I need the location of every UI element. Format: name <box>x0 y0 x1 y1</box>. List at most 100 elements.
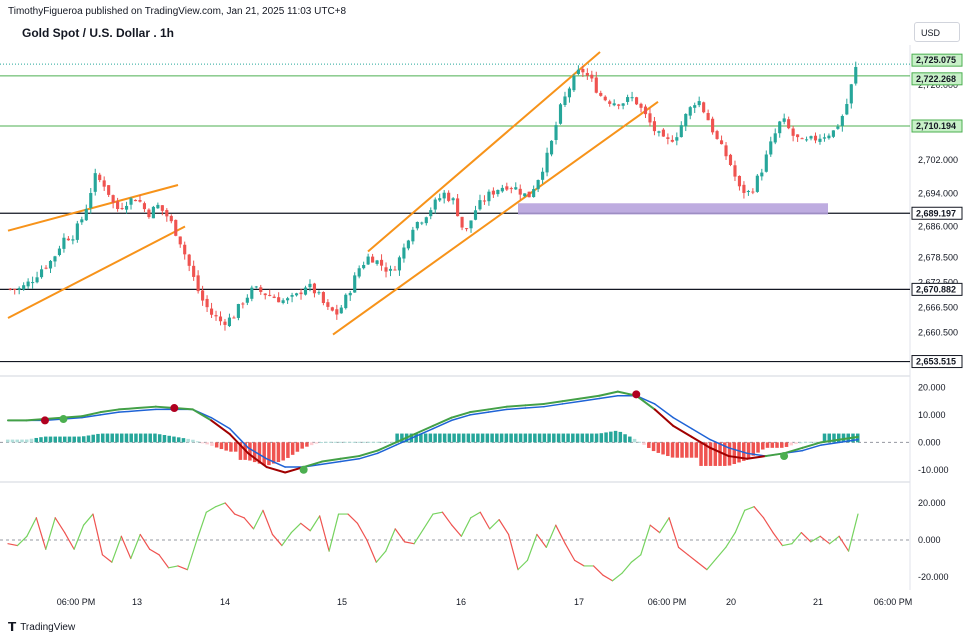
histogram-bar <box>134 433 138 443</box>
histogram-bar <box>229 442 233 452</box>
candle-body <box>473 210 478 220</box>
macd-pane[interactable] <box>0 390 910 474</box>
histogram-bar <box>243 442 247 460</box>
price-tick-label: 2,672.500 <box>918 278 958 288</box>
macd-line <box>413 424 434 436</box>
candle-body <box>178 236 182 245</box>
histogram-bar <box>43 436 48 443</box>
candle-body <box>223 321 227 325</box>
histogram-bar <box>585 433 589 443</box>
time-axis: 06:00 PM 13 14 15 16 17 06:00 PM 20 21 06:00 PM <box>57 597 913 607</box>
candle-body <box>411 229 415 242</box>
signal-line <box>506 407 527 411</box>
candle-body <box>532 189 536 198</box>
histogram-bar <box>742 442 746 461</box>
oscillator-line <box>300 522 311 532</box>
oscillator-line <box>592 565 604 576</box>
signal-marker <box>299 465 308 474</box>
candle-body <box>169 215 173 222</box>
macd-line <box>284 466 305 474</box>
histogram-bar <box>642 442 646 445</box>
macd-line <box>450 411 471 419</box>
currency-selector[interactable]: USD <box>914 22 960 42</box>
price-label: 2,670.882 <box>916 284 956 294</box>
price-pane[interactable] <box>0 51 910 363</box>
candle-body <box>742 184 746 193</box>
histogram-bar <box>651 442 656 452</box>
oscillator-line <box>564 543 576 561</box>
price-tick-label: 2,720.000 <box>918 80 958 90</box>
histogram-bar <box>96 433 100 443</box>
histogram-bar <box>461 433 466 443</box>
histogram-bar <box>248 442 252 461</box>
oscillator-line <box>715 546 727 560</box>
oscillator-pane[interactable] <box>0 502 910 582</box>
histogram-bar <box>485 433 490 443</box>
histogram-bar <box>295 442 300 452</box>
histogram-bar <box>466 433 471 443</box>
candle-body <box>845 104 849 115</box>
macd-line <box>820 438 841 444</box>
macd-line <box>339 455 361 460</box>
candle-body <box>330 307 334 311</box>
signal-line <box>228 427 249 449</box>
signal-line <box>838 438 859 444</box>
candle-body <box>98 174 102 181</box>
candle-body <box>209 308 214 315</box>
candle-body <box>509 188 513 190</box>
histogram-bar <box>400 433 404 443</box>
support-zone <box>518 203 828 215</box>
histogram-bar <box>480 433 485 443</box>
candle-body <box>558 104 563 124</box>
price-label: 2,722.268 <box>916 74 956 84</box>
histogram-bar <box>77 436 81 443</box>
candle-body <box>482 200 487 202</box>
oscillator-line <box>385 528 396 552</box>
candle-body <box>657 131 661 133</box>
signal-line <box>376 444 397 455</box>
candle-body <box>375 260 379 264</box>
candle-body <box>460 216 464 228</box>
oscillator-line <box>375 550 387 563</box>
oscillator-line <box>696 561 708 571</box>
histogram-bar <box>780 442 784 448</box>
oscillator-line <box>441 511 453 526</box>
histogram-bar <box>457 433 461 443</box>
price-label: 2,689.197 <box>916 208 956 218</box>
signal-line <box>653 403 674 419</box>
candle-body <box>111 195 115 203</box>
oscillator-line <box>677 546 689 556</box>
histogram-bar <box>575 433 580 443</box>
candle-body <box>491 190 495 195</box>
histogram-bar <box>224 442 228 451</box>
logo-text: TradingView <box>20 621 76 633</box>
price-label: 2,710.194 <box>916 121 956 131</box>
histogram-bar <box>53 436 57 443</box>
histogram-bar <box>803 441 808 443</box>
candle-body <box>500 187 504 192</box>
macd-line <box>432 416 453 427</box>
oscillator-line <box>404 541 415 545</box>
histogram-bar <box>10 439 15 443</box>
histogram-bar <box>542 433 547 443</box>
candle-body <box>424 217 428 224</box>
histogram-bar <box>632 438 637 443</box>
candle-body <box>603 96 607 101</box>
histogram-bar <box>566 433 570 443</box>
oscillator-line <box>545 524 557 549</box>
tradingview-logo[interactable]: 𝗧 TradingView <box>8 620 75 634</box>
histogram-bar <box>376 441 380 443</box>
oscillator-line <box>290 522 302 534</box>
candle-body <box>357 268 361 277</box>
candle-body <box>353 275 357 293</box>
signal-line <box>524 405 545 409</box>
signal-line <box>820 441 841 446</box>
price-tick-label: 2,702.000 <box>918 155 958 165</box>
candle-body <box>822 137 827 139</box>
histogram-bar <box>214 442 219 448</box>
oscillator-line <box>215 502 226 508</box>
candle-body <box>675 137 679 141</box>
candle-body <box>286 298 290 301</box>
signal-line <box>764 452 785 457</box>
